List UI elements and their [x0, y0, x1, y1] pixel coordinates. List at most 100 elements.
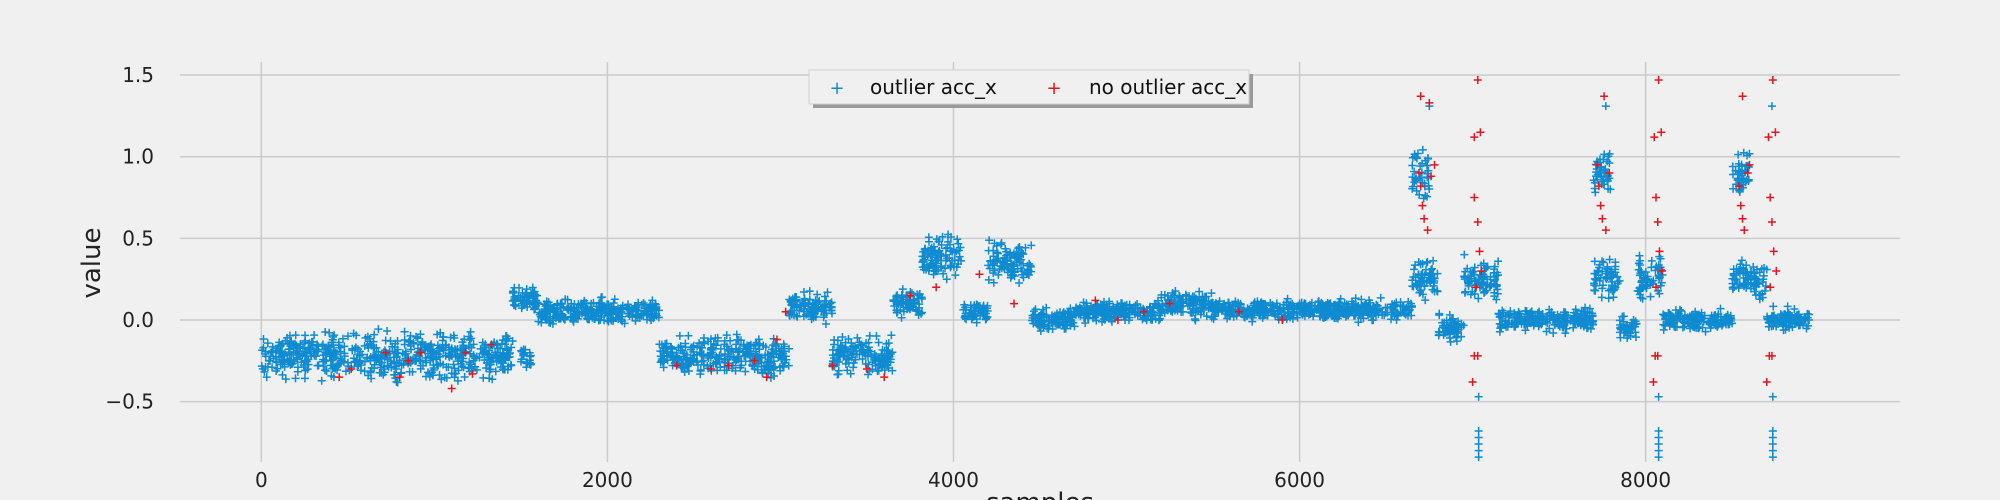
x-tick-label: 0 [255, 468, 268, 492]
outlier-point [430, 365, 439, 374]
outlier-point [952, 263, 961, 272]
outlier-point [1248, 317, 1257, 326]
outlier-point [300, 374, 309, 383]
outlier-point [425, 342, 434, 351]
outlier-point [785, 344, 794, 353]
outlier-point [767, 348, 776, 357]
outlier-point [938, 232, 947, 241]
outlier-point [504, 346, 513, 355]
outlier-point [989, 259, 998, 268]
outlier-point [496, 344, 505, 353]
outlier-point [684, 331, 693, 340]
outlier-point [540, 300, 549, 309]
outlier-point [646, 302, 655, 311]
outlier-point [336, 347, 345, 356]
outlier-point [823, 288, 832, 297]
outlier-point [737, 361, 746, 370]
outlier-point [779, 340, 788, 349]
outlier-point [838, 333, 847, 342]
outlier-point [695, 339, 704, 348]
outlier-point [1064, 314, 1073, 323]
outlier-point [454, 357, 463, 366]
outlier-point [864, 360, 873, 369]
outlier-point [799, 312, 808, 321]
outlier-point [939, 269, 948, 278]
outlier-point [809, 299, 818, 308]
outlier-point [1181, 290, 1190, 299]
outlier-point [296, 340, 305, 349]
outlier-point [1293, 313, 1302, 322]
outlier-point [278, 347, 287, 356]
outlier-point [322, 367, 331, 376]
outlier-point [836, 341, 845, 350]
outlier-point [453, 376, 462, 385]
outlier-point [1070, 322, 1079, 331]
outlier-point [485, 374, 494, 383]
outlier-point [825, 303, 834, 312]
outlier-point [1168, 304, 1177, 313]
outlier-point [560, 315, 569, 324]
outlier-point [615, 308, 624, 317]
outlier-point [1286, 300, 1295, 309]
outlier-point [377, 358, 386, 367]
outlier-point [416, 364, 425, 373]
outlier-point [982, 314, 991, 323]
outlier-point [853, 333, 862, 342]
outlier-point [1228, 302, 1237, 311]
outlier-point [604, 317, 613, 326]
outlier-point [698, 343, 707, 352]
outlier-point [328, 364, 337, 373]
outlier-point [820, 311, 829, 320]
outlier-point [657, 340, 666, 349]
outlier-point [466, 327, 475, 336]
outlier-point [837, 342, 846, 351]
outlier-point [841, 359, 850, 368]
outlier-point [724, 345, 733, 354]
outlier-point [1083, 303, 1092, 312]
outlier-point [1258, 313, 1267, 322]
outlier-point [262, 373, 271, 382]
y-axis-label: value [77, 227, 107, 298]
outlier-point [785, 295, 794, 304]
outlier-point [348, 346, 357, 355]
outlier-point [874, 338, 883, 347]
outlier-point [374, 325, 383, 334]
outlier-point [678, 346, 687, 355]
outlier-point [379, 365, 388, 374]
outlier-point [1028, 311, 1037, 320]
outlier-point [1012, 258, 1021, 267]
outlier-point [897, 313, 906, 322]
y-tick-label: −0.5 [105, 390, 154, 414]
outlier-point [418, 339, 427, 348]
outlier-point [785, 311, 794, 320]
outlier-point [1253, 307, 1262, 316]
outlier-point [343, 332, 352, 341]
outlier-point [333, 365, 342, 374]
outlier-point [416, 340, 425, 349]
outlier-point [675, 331, 684, 340]
outlier-point [776, 347, 785, 356]
outlier-point [960, 300, 969, 309]
outlier-point [951, 271, 960, 280]
outlier-point [1286, 312, 1295, 321]
outlier-point [1071, 303, 1080, 312]
outlier-point [516, 295, 525, 304]
outlier-point [476, 344, 485, 353]
outlier-point [302, 348, 311, 357]
outlier-point [777, 355, 786, 364]
outlier-point [927, 243, 936, 252]
outlier-point [569, 316, 578, 325]
outlier-point [881, 357, 890, 366]
outlier-point [874, 366, 883, 375]
outlier-point [460, 372, 469, 381]
outlier-point [341, 367, 350, 376]
outlier-point [571, 310, 580, 319]
outlier-point [1002, 247, 1011, 256]
outlier-point [941, 244, 950, 253]
outlier-point [635, 314, 644, 323]
outlier-point [405, 367, 414, 376]
outlier-point [985, 264, 994, 273]
outlier-point [742, 345, 751, 354]
series-outlier-acc-x [257, 102, 1814, 462]
outlier-point [1015, 252, 1024, 261]
